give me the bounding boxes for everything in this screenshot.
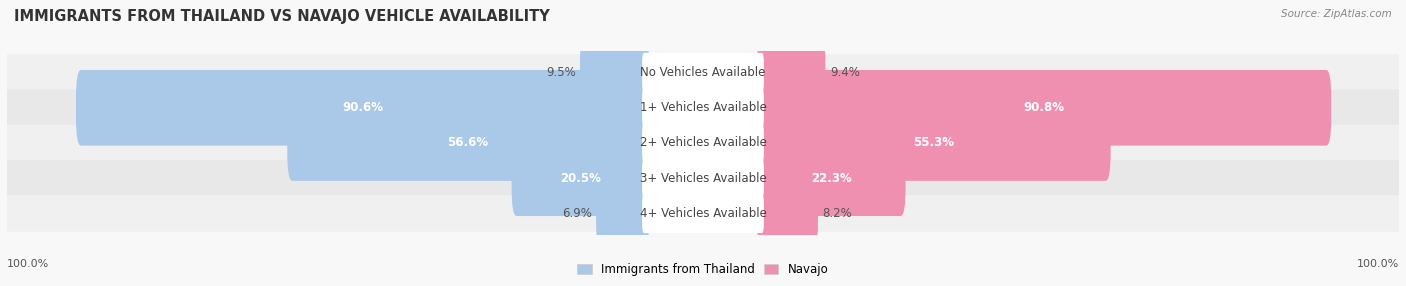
Text: 4+ Vehicles Available: 4+ Vehicles Available	[640, 207, 766, 220]
FancyBboxPatch shape	[287, 105, 650, 181]
FancyBboxPatch shape	[756, 140, 905, 216]
FancyBboxPatch shape	[512, 140, 650, 216]
Legend: Immigrants from Thailand, Navajo: Immigrants from Thailand, Navajo	[574, 260, 832, 280]
FancyBboxPatch shape	[643, 53, 763, 92]
FancyBboxPatch shape	[643, 194, 763, 233]
Text: 90.6%: 90.6%	[342, 101, 382, 114]
Text: 55.3%: 55.3%	[914, 136, 955, 150]
Text: 100.0%: 100.0%	[7, 259, 49, 269]
Text: 22.3%: 22.3%	[811, 172, 852, 185]
FancyBboxPatch shape	[756, 105, 1111, 181]
Text: 9.5%: 9.5%	[546, 66, 575, 79]
FancyBboxPatch shape	[756, 35, 825, 110]
Text: 3+ Vehicles Available: 3+ Vehicles Available	[640, 172, 766, 185]
FancyBboxPatch shape	[756, 70, 1331, 146]
FancyBboxPatch shape	[7, 90, 1399, 126]
FancyBboxPatch shape	[579, 35, 650, 110]
FancyBboxPatch shape	[7, 125, 1399, 161]
FancyBboxPatch shape	[7, 160, 1399, 196]
FancyBboxPatch shape	[7, 54, 1399, 91]
Text: 8.2%: 8.2%	[823, 207, 852, 220]
Text: 9.4%: 9.4%	[830, 66, 859, 79]
Text: IMMIGRANTS FROM THAILAND VS NAVAJO VEHICLE AVAILABILITY: IMMIGRANTS FROM THAILAND VS NAVAJO VEHIC…	[14, 9, 550, 23]
FancyBboxPatch shape	[596, 176, 650, 251]
FancyBboxPatch shape	[643, 158, 763, 198]
FancyBboxPatch shape	[756, 176, 818, 251]
Text: 90.8%: 90.8%	[1024, 101, 1064, 114]
FancyBboxPatch shape	[643, 88, 763, 128]
Text: 1+ Vehicles Available: 1+ Vehicles Available	[640, 101, 766, 114]
Text: 2+ Vehicles Available: 2+ Vehicles Available	[640, 136, 766, 150]
FancyBboxPatch shape	[76, 70, 650, 146]
Text: 56.6%: 56.6%	[447, 136, 489, 150]
Text: No Vehicles Available: No Vehicles Available	[640, 66, 766, 79]
Text: 20.5%: 20.5%	[560, 172, 600, 185]
Text: Source: ZipAtlas.com: Source: ZipAtlas.com	[1281, 9, 1392, 19]
Text: 6.9%: 6.9%	[562, 207, 592, 220]
Text: 100.0%: 100.0%	[1357, 259, 1399, 269]
FancyBboxPatch shape	[7, 195, 1399, 232]
FancyBboxPatch shape	[643, 123, 763, 163]
